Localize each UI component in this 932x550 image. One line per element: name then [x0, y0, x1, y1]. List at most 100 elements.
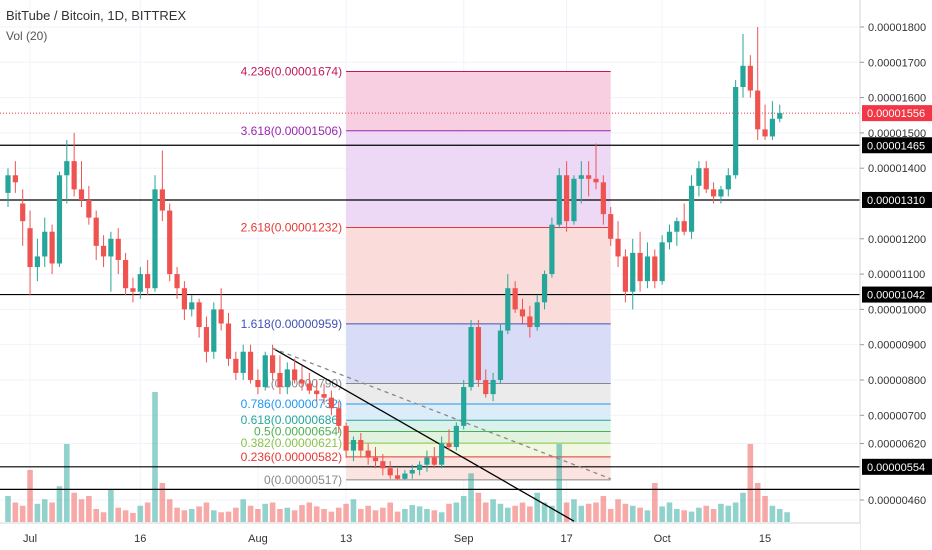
candle-body — [740, 65, 746, 88]
trendline[interactable] — [272, 347, 575, 522]
candle-body — [27, 228, 33, 268]
candle — [666, 224, 673, 250]
volume-bar — [416, 506, 423, 522]
volume-bar — [762, 496, 768, 522]
volume-bar — [5, 496, 11, 522]
candle — [71, 132, 77, 197]
volume-bar — [497, 503, 504, 522]
candle — [277, 355, 283, 395]
candle — [696, 161, 702, 197]
price-tick-label: 0.00001500 — [868, 128, 926, 140]
volume-bars — [5, 392, 790, 522]
candle — [108, 231, 114, 292]
volume-bar — [321, 509, 327, 522]
volume-indicator-label[interactable]: Vol (20) — [6, 29, 48, 43]
candle-body — [233, 358, 239, 373]
candle — [181, 281, 187, 320]
candle-body — [123, 259, 129, 289]
candle — [86, 185, 92, 225]
volume-bar — [166, 499, 173, 522]
volume-bar — [343, 503, 349, 522]
candle-body — [777, 113, 783, 119]
fib-zone — [346, 431, 611, 444]
candle-body — [409, 469, 415, 474]
volume-bar — [578, 505, 585, 522]
candle-body — [681, 221, 687, 232]
candle — [527, 305, 533, 338]
candle — [20, 189, 26, 246]
symbol-title[interactable]: BitTube / Bitcoin, 1D, BITTREX — [6, 8, 187, 23]
candle-body — [350, 439, 357, 451]
price-tick-label: 0.00001800 — [868, 22, 926, 34]
volume-bar — [453, 502, 460, 522]
volume-bar — [585, 503, 592, 522]
candle-body — [519, 309, 526, 317]
candle-body — [652, 256, 658, 282]
candle — [483, 369, 489, 398]
candle-body — [137, 274, 143, 292]
candle — [174, 267, 180, 299]
candle — [777, 104, 783, 123]
candle-body — [71, 161, 77, 190]
time-tick-label: Jul — [23, 533, 37, 545]
volume-bar — [262, 503, 269, 522]
candle-body — [159, 189, 165, 211]
candle — [578, 161, 584, 204]
candle — [12, 161, 18, 193]
candle — [505, 274, 511, 335]
candle-body — [86, 199, 92, 218]
candle-body — [497, 330, 504, 380]
volume-bar — [41, 499, 48, 522]
candle-body — [769, 118, 775, 137]
fib-level-label: 0.5(0.00000654) — [254, 425, 342, 439]
candle-body — [688, 185, 695, 232]
volume-bar — [144, 502, 151, 522]
candle-body — [615, 238, 621, 257]
candle — [387, 461, 393, 479]
volume-bar — [475, 492, 482, 522]
candle — [446, 429, 452, 451]
volume-bar — [203, 502, 210, 522]
candle — [688, 175, 695, 239]
volume-bar — [233, 507, 239, 522]
candle-body — [343, 425, 349, 451]
candle-body — [586, 175, 592, 179]
volume-bar — [284, 507, 291, 522]
candle-body — [100, 245, 107, 257]
candle-body — [174, 274, 180, 289]
candle-body — [644, 256, 651, 282]
fibonacci-extension[interactable]: 4.236(0.00001674) 3.618(0.00001506) 2.618(… — [241, 64, 611, 487]
volume-bar — [174, 507, 180, 522]
candle — [394, 468, 401, 480]
candle-body — [42, 231, 48, 257]
trendlines[interactable] — [272, 347, 611, 522]
candle — [439, 436, 445, 469]
candle — [115, 228, 121, 275]
candle-body — [12, 175, 18, 183]
volume-bar — [644, 510, 651, 522]
candle — [674, 217, 680, 246]
time-axis[interactable]: Jul 16 Aug 13 Sep 17 Oct 15 — [0, 522, 860, 550]
candle-body — [336, 408, 342, 426]
time-tick-label: 17 — [560, 533, 572, 545]
horizontal-levels[interactable] — [0, 112, 860, 491]
volume-bar — [703, 505, 710, 522]
candle — [622, 249, 628, 303]
volume-bar — [696, 507, 702, 522]
volume-bar — [776, 509, 783, 522]
price-axis[interactable]: 0.00001800 0.00001700 0.00001600 0.00001500… — [859, 0, 932, 550]
volume-bar — [299, 505, 305, 522]
level-price-box — [862, 286, 932, 303]
candle — [461, 379, 467, 430]
candle — [247, 344, 254, 384]
fib-zone — [346, 420, 611, 432]
current-price-label: 0.00001556 — [867, 108, 925, 120]
candle — [519, 298, 526, 324]
price-tick-label: 0.00000900 — [868, 340, 926, 352]
candle — [42, 217, 48, 268]
volume-bar — [769, 505, 776, 522]
candle-body — [439, 443, 445, 465]
candle — [145, 259, 151, 296]
candle — [299, 365, 305, 391]
